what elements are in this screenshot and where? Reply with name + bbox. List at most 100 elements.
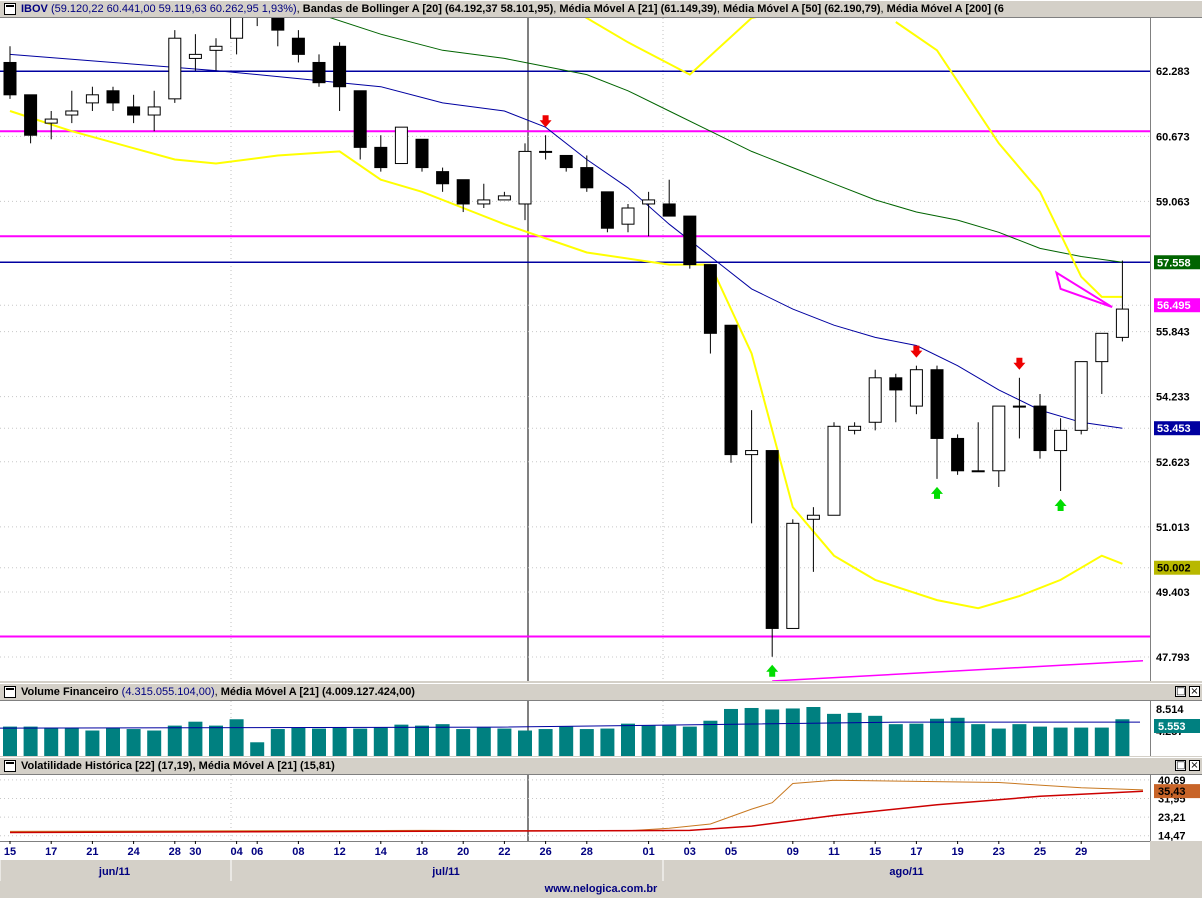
candle-up (786, 522, 800, 629)
footer-url[interactable]: www.nelogica.com.br (0, 881, 1202, 898)
volume-bar (971, 724, 986, 756)
buy-signal-arrow-icon (931, 486, 943, 499)
volume-bar (476, 727, 491, 756)
price-tick-label: 55.843 (1156, 327, 1190, 339)
date-tick-label: 25 (1034, 846, 1046, 858)
ticker-values: (59.120,22 60.441,00 59.119,63 60.262,95… (50, 3, 297, 15)
candle-down (374, 146, 388, 169)
candle-down (353, 90, 367, 148)
candle-up (868, 377, 882, 423)
candle-up (1054, 429, 1068, 452)
volume-bar (1115, 719, 1130, 756)
date-tick-label: 09 (787, 846, 799, 858)
candle-up (230, 18, 244, 39)
maximize-icon[interactable]: □ (1175, 760, 1186, 771)
volume-bar (435, 724, 450, 756)
month-label: ago/11 (889, 866, 923, 878)
trend-line (772, 660, 1144, 681)
volume-bar (23, 726, 38, 756)
candle-up (147, 106, 161, 116)
price-tick-label: 47.793 (1156, 652, 1190, 664)
candle-up (1115, 308, 1129, 338)
volume-bar (868, 715, 883, 756)
candle-up (65, 110, 79, 116)
candle-up (497, 195, 511, 201)
candle-up (806, 514, 820, 520)
price-tick-label: 60.673 (1156, 131, 1190, 143)
volume-bar (1074, 727, 1089, 756)
candle-down (456, 179, 470, 205)
volatility-line (9, 779, 1144, 832)
candle-down (333, 45, 347, 88)
close-icon[interactable]: × (1189, 760, 1200, 771)
volume-tick-label: 8.514 (1156, 704, 1184, 716)
date-tick-label: 12 (333, 846, 345, 858)
price-chart-svg (0, 18, 1150, 681)
date-tick-label: 14 (375, 846, 388, 858)
candle-up (1095, 332, 1109, 363)
date-tick-label: 24 (127, 846, 140, 858)
date-tick-label: 15 (4, 846, 16, 858)
ma50-line (329, 18, 1123, 263)
volatility-plot[interactable] (0, 775, 1150, 841)
candle-down (436, 171, 450, 185)
date-tick-label: 04 (230, 846, 243, 858)
volume-bar (373, 727, 388, 756)
axis-corner (1150, 841, 1202, 881)
month-band (0, 860, 1150, 881)
date-tick-label: 05 (725, 846, 737, 858)
price-tick-label: 59.063 (1156, 196, 1190, 208)
volume-bar (888, 724, 903, 756)
sell-signal-arrow-icon (1013, 357, 1026, 370)
close-icon[interactable]: × (1189, 686, 1200, 697)
volatility-tick-label: 14,47 (1158, 831, 1186, 841)
price-badge (1154, 421, 1200, 436)
candle-up (539, 150, 553, 153)
price-plot[interactable] (0, 18, 1150, 681)
candle-down (127, 106, 141, 116)
panel-menu-icon[interactable] (4, 3, 16, 15)
candle-down (1033, 405, 1047, 452)
price-axis-svg: 62.283 60.673 59.063 55.843 54.233 52.623 51.0… (1150, 18, 1200, 681)
candle-up (642, 199, 656, 205)
date-tick-label: 30 (189, 846, 201, 858)
volume-bar (229, 719, 244, 756)
month-label: jun/11 (98, 866, 130, 878)
volume-panel-header: Volume Financeiro (4.315.055.104,00), Mé… (0, 683, 1202, 701)
volume-bar (44, 727, 59, 756)
volume-ma-label: Média Móvel A [21] (4.009.127.424,00) (220, 686, 415, 698)
panel-menu-icon[interactable] (4, 760, 16, 772)
volume-bar (85, 730, 100, 756)
ma21-label: Média Móvel A [21] (61.149,39) (559, 3, 717, 15)
date-tick-label: 08 (292, 846, 304, 858)
volume-plot[interactable] (0, 701, 1150, 756)
date-tick-label: 18 (416, 846, 428, 858)
date-tick-label: 22 (498, 846, 510, 858)
date-axis-svg: 15 17 21 24 28 30 04 06 08 12 14 18 20 22 26 28 01 03 05 09… (0, 841, 1150, 881)
volume-bar (930, 718, 944, 756)
volume-bar (847, 712, 862, 756)
candle-up (745, 450, 759, 456)
volume-bar (456, 729, 471, 756)
volatility-chart-svg (0, 775, 1150, 841)
panel-menu-icon[interactable] (4, 686, 16, 698)
ma50-label: Média Móvel A [50] (62.190,79) (723, 3, 881, 15)
candle-up (1012, 405, 1026, 408)
volume-bar (621, 723, 635, 756)
date-tick-label: 06 (251, 846, 263, 858)
maximize-icon[interactable]: □ (1175, 686, 1186, 697)
candle-up (621, 207, 635, 225)
volume-bar (126, 729, 141, 756)
date-tick-label: 21 (86, 846, 98, 858)
volume-bar (518, 730, 532, 756)
candle-up (394, 126, 408, 165)
candle-down (415, 138, 429, 169)
volume-bar (1012, 724, 1027, 756)
triangle-drawing (1054, 270, 1113, 308)
price-tick-label: 49.403 (1156, 587, 1190, 599)
price-tick-label: 51.013 (1156, 522, 1190, 534)
candle-up (518, 150, 532, 205)
ma21-line (9, 53, 1123, 429)
volume-bar (353, 728, 368, 756)
